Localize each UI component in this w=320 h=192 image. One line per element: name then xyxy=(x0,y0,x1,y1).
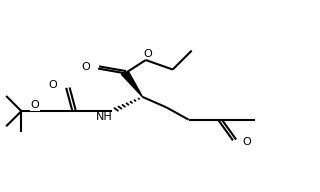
Polygon shape xyxy=(121,72,142,97)
Text: O: O xyxy=(242,137,251,147)
Text: O: O xyxy=(81,62,90,72)
Text: O: O xyxy=(30,100,39,110)
Text: O: O xyxy=(143,49,152,59)
Text: NH: NH xyxy=(96,112,113,122)
Text: O: O xyxy=(49,80,58,90)
